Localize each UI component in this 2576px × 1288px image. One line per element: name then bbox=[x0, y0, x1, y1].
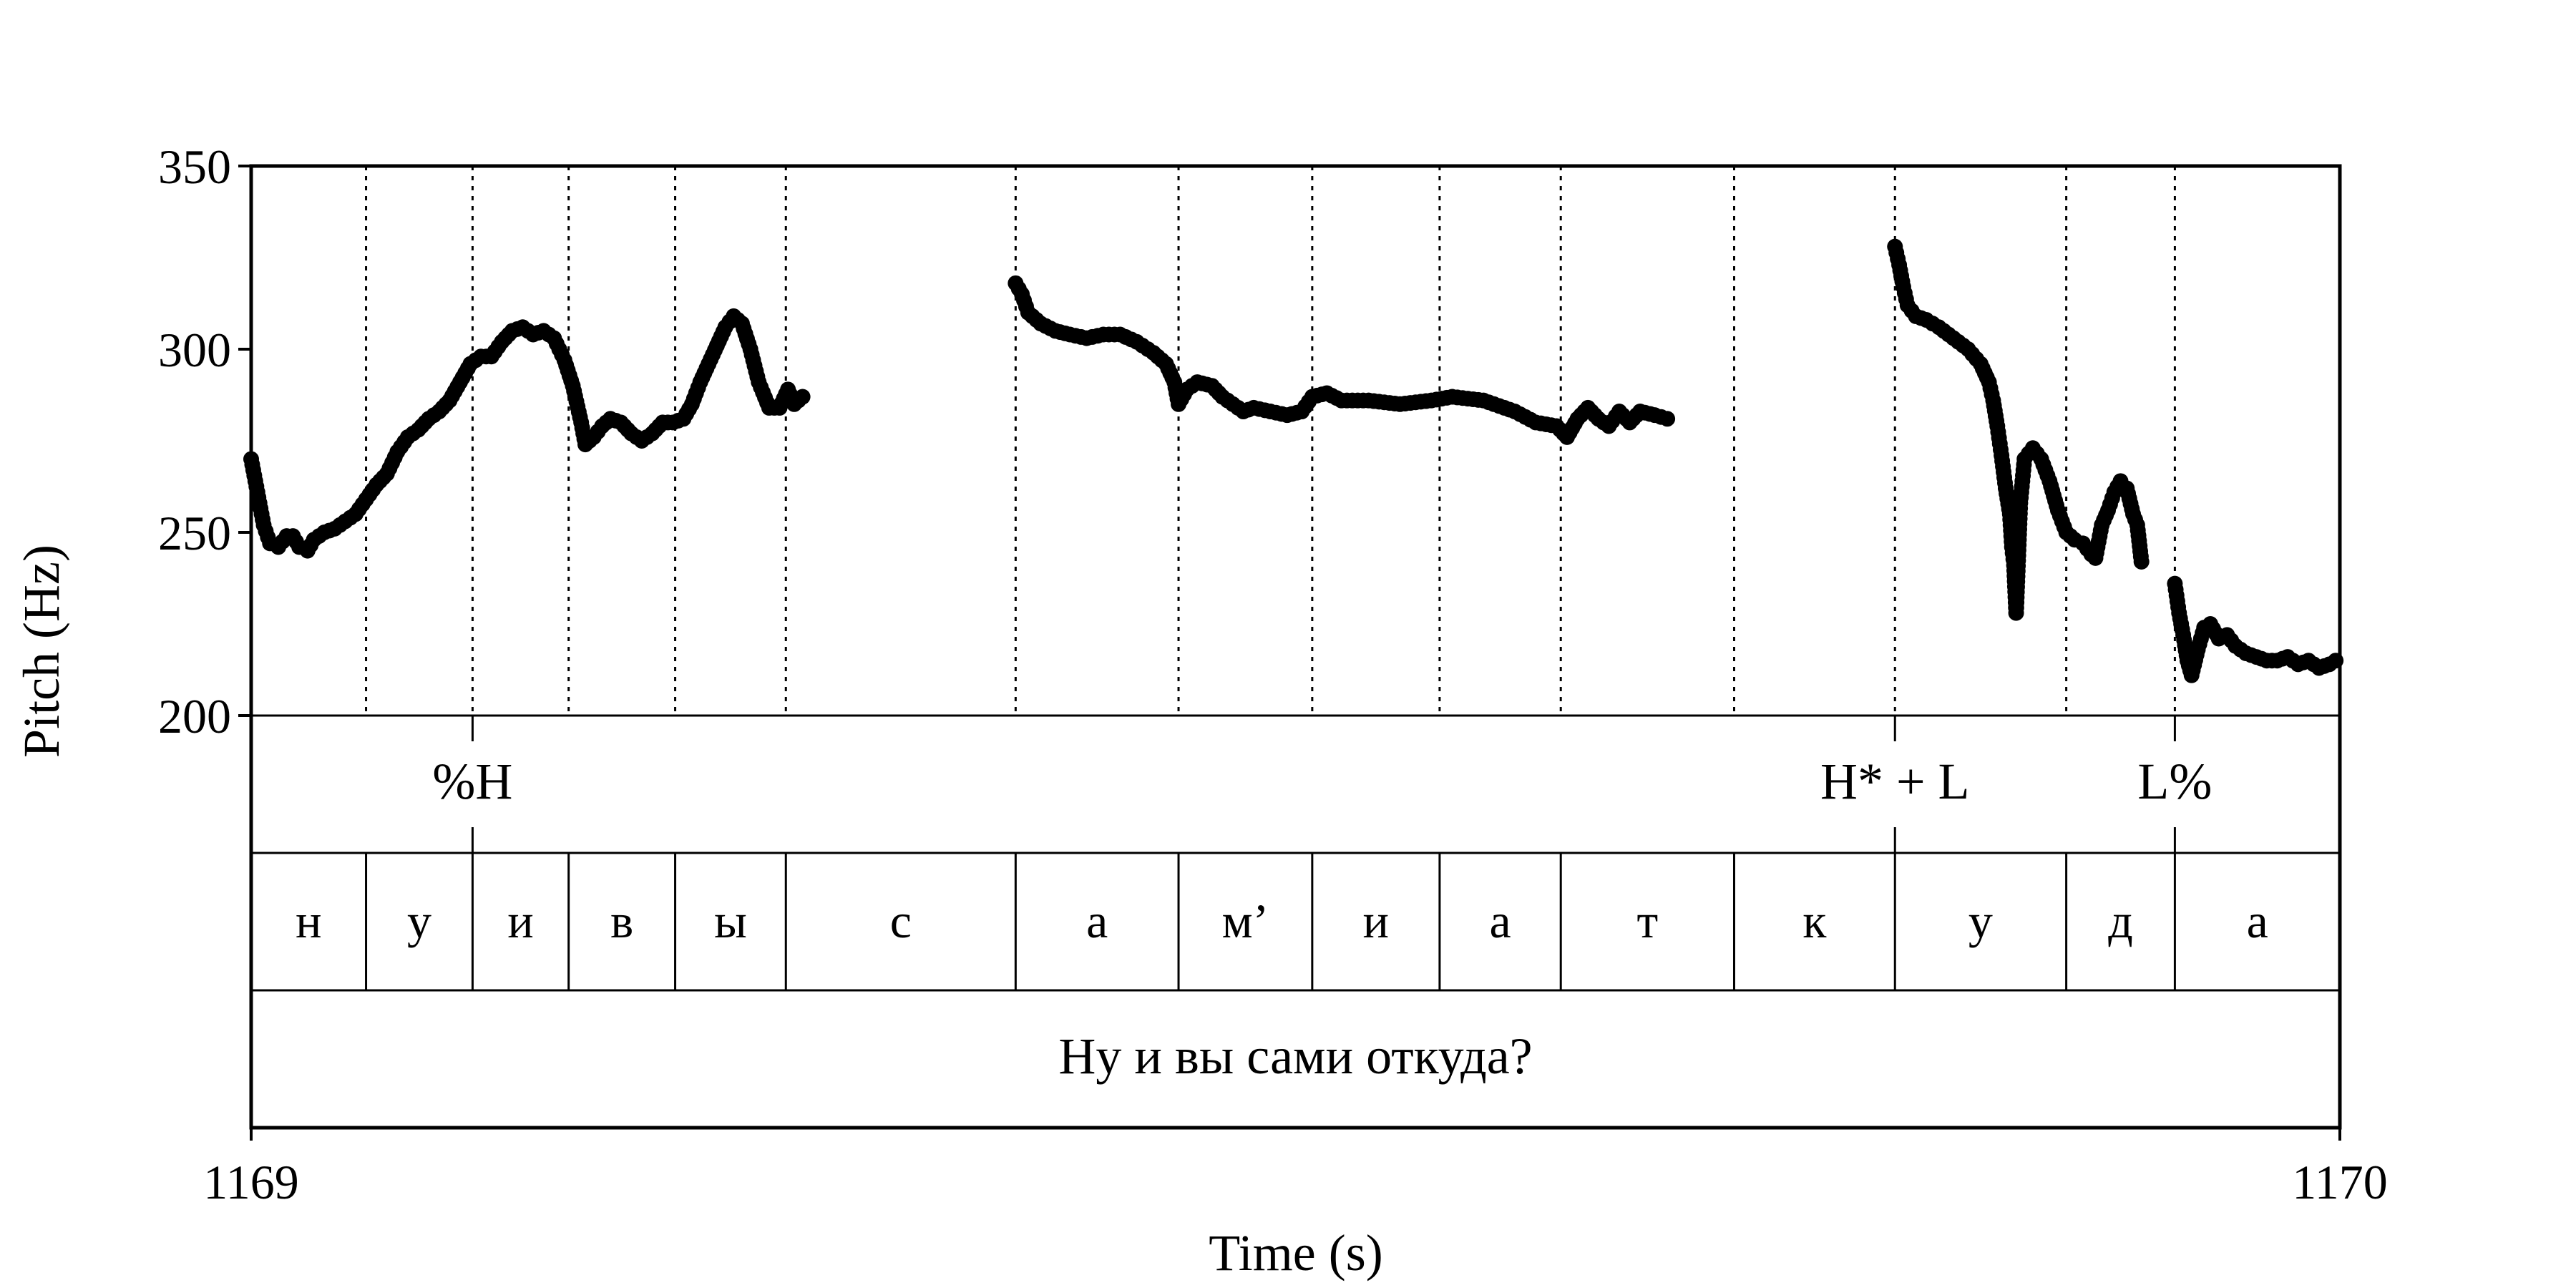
tone-label: %H bbox=[432, 753, 512, 810]
segment-label: а bbox=[1489, 894, 1511, 948]
segment-label: т bbox=[1636, 894, 1658, 948]
boundary-lines bbox=[365, 166, 2176, 716]
y-tick-label: 300 bbox=[158, 323, 231, 377]
segment-label: у bbox=[407, 894, 431, 948]
y-tick-label: 200 bbox=[158, 689, 231, 743]
annotation-tiers: %H H* + L L% н у и в ы с а м’ и а т к у д а Ну и вы сами о… bbox=[296, 716, 2268, 1085]
x-axis-label: Time (s) bbox=[1209, 1224, 1382, 1282]
segment-label: а bbox=[2247, 894, 2268, 948]
y-tick-label: 350 bbox=[158, 140, 231, 194]
pitch-point bbox=[1659, 411, 1676, 427]
segment-label: и bbox=[507, 894, 533, 948]
y-tick-label: 250 bbox=[158, 506, 231, 560]
sentence-label: Ну и вы сами откуда? bbox=[1058, 1028, 1532, 1085]
tone-label: H* + L bbox=[1820, 753, 1970, 810]
pitch-point bbox=[794, 389, 811, 405]
segment-label: и bbox=[1363, 894, 1389, 948]
plot-border bbox=[249, 164, 2342, 1130]
segment-label: с bbox=[890, 894, 912, 948]
axis-labels: Time (s) Pitch (Hz) 200 250 300 350 1169 1170 bbox=[13, 140, 2388, 1282]
segment-label: ы bbox=[714, 894, 747, 948]
pitch-track bbox=[243, 238, 2344, 683]
x-tick-label: 1169 bbox=[203, 1155, 298, 1209]
y-axis-label: Pitch (Hz) bbox=[13, 545, 70, 758]
segment-label: н bbox=[296, 894, 321, 948]
plot-frame bbox=[238, 164, 2342, 1141]
segment-label: к bbox=[1802, 894, 1827, 948]
pitch-point bbox=[2133, 553, 2150, 570]
segment-label: м’ bbox=[1222, 894, 1269, 948]
segment-label: а bbox=[1086, 894, 1108, 948]
segment-label: в bbox=[610, 894, 633, 948]
segment-label: д bbox=[2108, 894, 2133, 948]
x-tick-label: 1170 bbox=[2292, 1155, 2387, 1209]
segment-label: у bbox=[1968, 894, 1993, 948]
tone-label: L% bbox=[2137, 753, 2212, 810]
